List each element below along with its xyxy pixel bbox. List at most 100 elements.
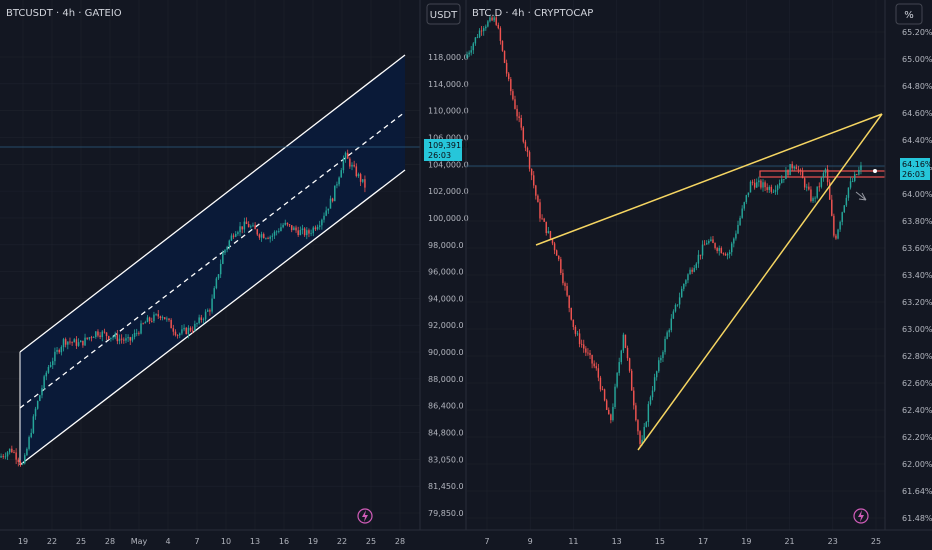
- price-tick-label: 62.20%: [902, 433, 932, 442]
- candle-body: [41, 388, 43, 396]
- candle-body: [497, 24, 500, 29]
- candle-body: [17, 459, 20, 463]
- candle-body: [84, 337, 86, 346]
- candle-body: [810, 189, 812, 202]
- candle-body: [157, 314, 159, 317]
- candle-body: [635, 405, 637, 421]
- candle-body: [8, 448, 11, 453]
- candle-body: [703, 244, 706, 246]
- candle-body: [741, 208, 743, 218]
- price-tick-label: 118,000.0: [428, 53, 469, 62]
- left-price-axis[interactable]: USDT 118,000.0 114,000.0 110,000.0 106,000.…: [419, 0, 469, 530]
- candle-body: [245, 221, 248, 224]
- candle-body: [530, 168, 533, 176]
- price-tick-label: 98,000.0: [428, 241, 464, 250]
- candle-body: [649, 397, 652, 405]
- flash-icon[interactable]: [357, 508, 373, 524]
- right-candles[interactable]: [466, 12, 862, 447]
- candle-body: [526, 147, 529, 153]
- price-tick-label: 106,000.0: [428, 133, 469, 142]
- price-tick-label: 62.80%: [902, 352, 932, 361]
- candle-body: [574, 326, 577, 334]
- candle-body: [616, 372, 618, 387]
- candle-body: [19, 462, 22, 465]
- candle-body: [359, 174, 362, 182]
- candle-body: [204, 311, 207, 320]
- candle-body: [256, 229, 259, 235]
- candle-body: [733, 238, 735, 244]
- candle-body: [125, 338, 127, 341]
- left-last-price-label: 109,391.0: [428, 141, 469, 150]
- left-candles[interactable]: [0, 149, 366, 467]
- candle-body: [553, 243, 556, 251]
- candle-body: [207, 310, 209, 312]
- time-tick-label: 4: [165, 537, 170, 546]
- candle-body: [306, 230, 308, 236]
- candle-body: [185, 327, 187, 335]
- candle-body: [658, 360, 660, 372]
- flash-icon[interactable]: [853, 508, 869, 524]
- candle-body: [520, 117, 522, 128]
- candle-body: [230, 235, 233, 241]
- candle-body: [572, 319, 575, 327]
- candle-body: [222, 252, 224, 264]
- left-flash-button[interactable]: [357, 508, 373, 524]
- left-chart-pane[interactable]: BTCUSDT · 4h · GATEIO: [0, 0, 420, 530]
- candle-body: [487, 21, 489, 27]
- time-tick-label: 28: [105, 537, 115, 546]
- candle-body: [303, 228, 306, 236]
- time-axis[interactable]: 19 22 25 28 May 4 7 10 13 16 19 22 25 28 7 9 11 13 15 17 19…: [0, 529, 932, 546]
- candle-body: [843, 205, 846, 213]
- time-tick-label: 23: [828, 537, 838, 546]
- candle-body: [820, 177, 823, 187]
- price-tick-label: 86,400.0: [428, 402, 464, 411]
- candle-body: [6, 452, 9, 457]
- candle-body: [718, 248, 720, 251]
- candle-body: [605, 400, 608, 410]
- candle-body: [198, 317, 200, 324]
- candle-body: [535, 185, 537, 196]
- candle-body: [99, 335, 101, 338]
- candle-body: [2, 456, 4, 457]
- right-chart-pane[interactable]: BTC.D · 4h · CRYPTOCAP: [465, 0, 886, 530]
- candle-body: [524, 141, 527, 148]
- candle-body: [151, 321, 153, 322]
- candle-body: [753, 182, 756, 188]
- candle-body: [712, 239, 714, 244]
- candle-body: [618, 362, 620, 373]
- left-unit-button[interactable]: [426, 3, 461, 25]
- flash-icon-bolt: [858, 510, 864, 522]
- candle-body: [845, 197, 848, 206]
- candle-body: [641, 439, 643, 444]
- candle-body: [202, 319, 205, 321]
- price-tick-label: 81,450.0: [428, 482, 464, 491]
- candle-body: [537, 195, 539, 203]
- candle-body: [666, 332, 668, 339]
- price-tick-label: 64.00%: [902, 190, 932, 199]
- candle-body: [651, 390, 654, 398]
- price-tick-label: 62.00%: [902, 460, 932, 469]
- right-unit-button[interactable]: [895, 3, 923, 25]
- candle-body: [749, 181, 752, 193]
- candle-body: [555, 250, 558, 256]
- candle-body: [824, 169, 827, 174]
- candle-body: [138, 332, 140, 334]
- candle-body: [219, 263, 222, 275]
- candle-body: [30, 432, 32, 438]
- candle-body: [250, 226, 252, 228]
- price-tick-label: 62.40%: [902, 406, 932, 415]
- candle-body: [174, 331, 177, 336]
- candle-body: [597, 368, 600, 378]
- right-price-axis[interactable]: % 65.20%65.00%64.80%64.60%64.40%64.20%64…: [884, 0, 932, 530]
- price-tick-label: 61.48%: [902, 514, 932, 523]
- time-tick-label: 22: [337, 537, 347, 546]
- candle-body: [801, 171, 804, 179]
- candle-body: [275, 231, 278, 233]
- candle-body: [655, 371, 658, 378]
- right-flash-button[interactable]: [853, 508, 869, 524]
- candle-body: [716, 248, 718, 251]
- left-regression-channel-fill: [20, 55, 405, 465]
- candle-body: [791, 164, 793, 169]
- time-tick-label: 17: [698, 537, 708, 546]
